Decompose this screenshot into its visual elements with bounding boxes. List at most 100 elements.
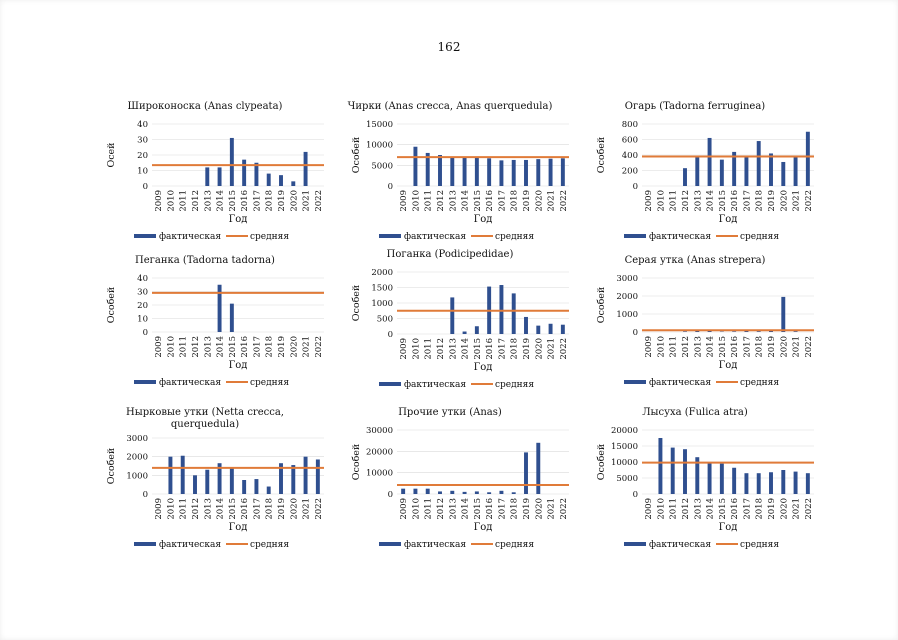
bar-2018 xyxy=(266,173,271,186)
bar-2021 xyxy=(548,323,553,334)
x-tick-label: 2019 xyxy=(767,336,777,358)
x-tick-label: 2010 xyxy=(166,190,176,212)
bar-2014 xyxy=(462,491,467,494)
x-tick-label: 2017 xyxy=(252,336,262,358)
chart-poganka: Поганка (Podicipedidae) 0 500 1000 1500 2000 О… xyxy=(351,249,569,390)
x-tick-label: 2014 xyxy=(216,336,226,358)
x-tick-label: 2020 xyxy=(534,190,544,212)
y-tick-label: 0 xyxy=(143,490,148,500)
x-tick-label: 2020 xyxy=(289,336,299,358)
x-tick-label: 2018 xyxy=(265,336,275,358)
bar-2021 xyxy=(793,471,798,494)
bar-2018 xyxy=(756,141,761,186)
bar-2016 xyxy=(487,492,492,494)
x-tick-label: 2014 xyxy=(461,498,471,520)
x-tick-label: 2011 xyxy=(424,498,434,520)
x-tick-label: 2022 xyxy=(314,190,324,212)
bar-2016 xyxy=(242,159,247,186)
y-tick-label: 20000 xyxy=(366,447,393,457)
x-axis-label: Год xyxy=(229,214,248,225)
bar-2017 xyxy=(499,160,504,186)
bar-2020 xyxy=(536,442,541,494)
x-tick-label: 2021 xyxy=(792,498,802,520)
bar-2020 xyxy=(536,159,541,186)
bar-2015 xyxy=(719,159,724,186)
x-tick-label: 2014 xyxy=(216,498,226,520)
x-tick-label: 2017 xyxy=(497,190,507,212)
chart-seraya-utka: Серая утка (Anas strepera) 0 1000 2000 3000 О… xyxy=(596,255,814,388)
bar-2022 xyxy=(315,459,320,494)
bar-2012 xyxy=(683,168,687,186)
y-axis-label: Особей xyxy=(351,137,362,174)
bar-2020 xyxy=(781,470,786,494)
bar-2020 xyxy=(781,161,786,186)
bar-2017 xyxy=(499,490,504,494)
bar-2020 xyxy=(291,181,296,186)
bar-2021 xyxy=(303,456,308,494)
x-tick-label: 2022 xyxy=(804,498,814,520)
x-tick-label: 2012 xyxy=(191,336,201,358)
x-tick-label: 2020 xyxy=(779,190,789,212)
bar-2014 xyxy=(707,137,712,186)
x-tick-label: 2019 xyxy=(767,498,777,520)
bar-2014 xyxy=(217,463,222,494)
bar-2019 xyxy=(769,330,773,332)
x-tick-label: 2014 xyxy=(461,338,471,360)
y-axis-label: Особей xyxy=(596,137,607,174)
x-tick-label: 2009 xyxy=(399,338,409,360)
bar-2010 xyxy=(168,456,173,494)
x-tick-label: 2022 xyxy=(314,336,324,358)
chart-chirki: Чирки (Anas crecca, Anas querquedula) 0 50… xyxy=(348,101,569,242)
legend-actual-swatch xyxy=(379,234,401,238)
x-tick-label: 2021 xyxy=(547,190,557,212)
x-tick-label: 2011 xyxy=(669,190,679,212)
bar-2017 xyxy=(744,330,749,332)
legend-actual-swatch xyxy=(379,382,401,386)
bar-2012 xyxy=(193,475,197,494)
bar-2018 xyxy=(511,293,516,334)
legend-actual-swatch xyxy=(624,380,646,384)
legend-actual-label: фактическая xyxy=(159,232,221,242)
x-tick-label: 2022 xyxy=(559,498,569,520)
x-tick-label: 2017 xyxy=(742,498,752,520)
y-tick-label: 0 xyxy=(143,328,148,338)
bar-2010 xyxy=(658,438,663,494)
x-tick-label: 2016 xyxy=(485,338,495,360)
x-tick-label: 2022 xyxy=(314,498,324,520)
x-tick-label: 2011 xyxy=(179,336,189,358)
chart-title: Пеганка (Tadorna tadorna) xyxy=(135,255,275,266)
x-tick-label: 2014 xyxy=(706,336,716,358)
bar-2013 xyxy=(450,157,455,186)
x-tick-label: 2022 xyxy=(804,336,814,358)
bar-2021 xyxy=(793,331,798,332)
bar-2016 xyxy=(732,467,737,494)
x-tick-label: 2016 xyxy=(485,498,495,520)
bar-2013 xyxy=(695,330,700,332)
legend-actual-label: фактическая xyxy=(404,232,466,242)
bar-2015 xyxy=(229,467,234,494)
x-tick-label: 2011 xyxy=(179,498,189,520)
x-axis-label: Год xyxy=(229,522,248,533)
x-axis-label: Год xyxy=(474,522,493,533)
bar-2015 xyxy=(474,491,479,494)
x-tick-label: 2017 xyxy=(252,190,262,212)
y-tick-label: 1000 xyxy=(126,471,148,481)
x-tick-label: 2013 xyxy=(693,498,703,520)
y-tick-label: 10 xyxy=(137,315,148,325)
x-tick-label: 2009 xyxy=(399,190,409,212)
x-tick-label: 2011 xyxy=(669,498,679,520)
x-tick-label: 2020 xyxy=(779,336,789,358)
x-tick-label: 2022 xyxy=(804,190,814,212)
x-tick-label: 2012 xyxy=(191,190,201,212)
bar-2013 xyxy=(450,490,455,494)
chart-title: Чирки (Anas crecca, Anas querquedula) xyxy=(348,101,553,112)
y-tick-label: 5000 xyxy=(616,474,638,484)
y-axis-label: Особей xyxy=(596,444,607,481)
chart-prochie-utki: Прочие утки (Anas) 0 10000 20000 30000 Особей… xyxy=(351,407,569,550)
x-tick-label: 2020 xyxy=(289,190,299,212)
bar-2018 xyxy=(511,159,516,186)
x-tick-label: 2010 xyxy=(656,498,666,520)
x-tick-label: 2016 xyxy=(240,336,250,358)
legend-mean-label: средняя xyxy=(495,232,534,242)
bar-2013 xyxy=(205,469,210,494)
